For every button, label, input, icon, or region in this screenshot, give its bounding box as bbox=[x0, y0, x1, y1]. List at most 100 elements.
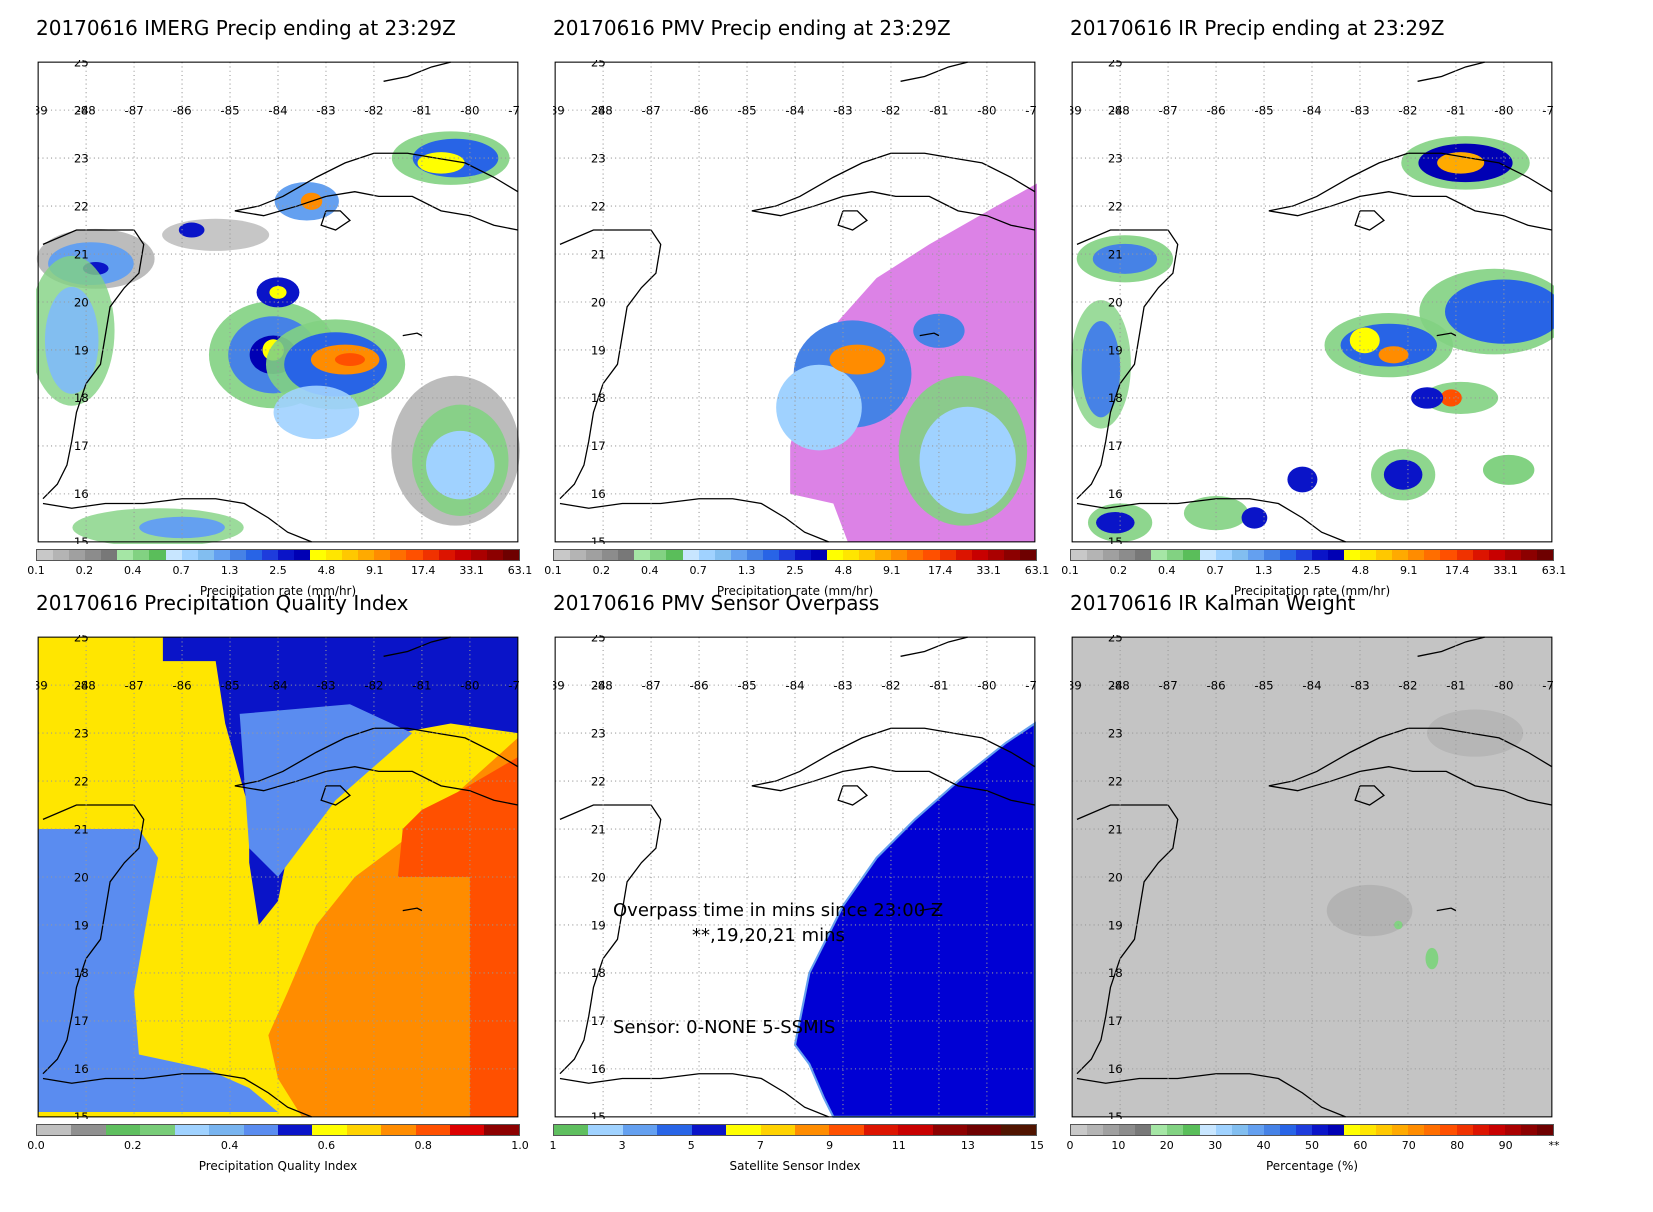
colorbar-swatch bbox=[1344, 1125, 1361, 1135]
colorbar-swatch bbox=[1003, 550, 1020, 560]
colorbar-tick-label: 33.1 bbox=[459, 564, 484, 577]
colorbar-tick-label: ** bbox=[1548, 1139, 1560, 1152]
graticule bbox=[1072, 62, 1552, 542]
lon-tick-label: -86 bbox=[1206, 103, 1225, 117]
colorbar-swatch bbox=[907, 550, 924, 560]
lon-tick-label: -85 bbox=[737, 103, 756, 117]
colorbar-swatch bbox=[454, 550, 471, 560]
lon-tick-label: -79 bbox=[1542, 103, 1554, 117]
colorbar bbox=[553, 1124, 1037, 1136]
colorbar-swatch bbox=[1019, 550, 1036, 560]
colorbar-tick-label: 2.5 bbox=[786, 564, 804, 577]
precip-cell bbox=[44, 286, 99, 394]
precip-cell bbox=[1482, 454, 1535, 485]
colorbar-swatch bbox=[714, 550, 731, 560]
lon-tick-label: -89 bbox=[1070, 678, 1082, 692]
colorbar-swatch bbox=[1001, 1125, 1036, 1135]
lat-tick-label: 24 bbox=[591, 678, 606, 692]
panel-title: 20170616 Precipitation Quality Index bbox=[36, 591, 409, 615]
colorbar-swatch bbox=[967, 1125, 1002, 1135]
colorbar-swatch bbox=[310, 550, 327, 560]
colorbar-swatch bbox=[726, 1125, 761, 1135]
colorbar-tick-label: 11 bbox=[891, 1139, 906, 1152]
colorbar-swatch bbox=[1392, 550, 1409, 560]
lon-tick-label: -84 bbox=[1302, 678, 1321, 692]
colorbar-swatch bbox=[1488, 1125, 1505, 1135]
lon-tick-label: -82 bbox=[881, 678, 900, 692]
colorbar-ticks: 0.1 0.2 0.4 0.7 1.3 2.5 4.8 9.1 17.4 33.1 63.1 bbox=[27, 564, 532, 580]
colorbar-swatch bbox=[1520, 550, 1537, 560]
colorbar-swatch bbox=[650, 550, 667, 560]
lat-tick-label: 19 bbox=[74, 918, 89, 932]
lon-tick-label: -88 bbox=[77, 103, 96, 117]
colorbar-swatch bbox=[923, 550, 940, 560]
colorbar bbox=[553, 549, 1037, 561]
colorbar-swatch bbox=[1231, 1125, 1248, 1135]
colorbar-tick-label: 0.7 bbox=[172, 564, 190, 577]
lat-tick-label: 15 bbox=[74, 535, 89, 544]
colorbar-swatch bbox=[502, 550, 519, 560]
precip-cell bbox=[139, 516, 225, 539]
colorbar-swatch bbox=[875, 550, 892, 560]
colorbar-swatch bbox=[53, 550, 70, 560]
colorbar-swatch bbox=[1247, 550, 1264, 560]
colorbar-swatch bbox=[691, 1125, 727, 1135]
colorbar-swatch bbox=[622, 1125, 658, 1135]
colorbar-swatch bbox=[390, 550, 407, 560]
colorbar-swatch bbox=[588, 1125, 623, 1135]
colorbar-swatch bbox=[898, 1125, 933, 1135]
colorbar-swatch bbox=[1295, 1125, 1312, 1135]
lat-tick-label: 22 bbox=[74, 774, 89, 788]
precip-cell bbox=[1183, 495, 1249, 531]
colorbar-tick-label: 10 bbox=[1111, 1139, 1126, 1152]
colorbar-swatch bbox=[470, 550, 487, 560]
lon-tick-label: -84 bbox=[268, 103, 287, 117]
colorbar-swatch bbox=[1215, 1125, 1232, 1135]
lon-tick-label: -81 bbox=[929, 678, 948, 692]
colorbar-swatch bbox=[1376, 550, 1393, 560]
lat-tick-label: 22 bbox=[74, 199, 89, 213]
lat-tick-label: 23 bbox=[591, 151, 606, 165]
precip-cell bbox=[426, 430, 495, 500]
colorbar-swatch bbox=[415, 1125, 451, 1135]
colorbar-tick-label: 0.2 bbox=[124, 1139, 142, 1152]
panel-title: 20170616 IR Kalman Weight bbox=[1070, 591, 1356, 615]
colorbar-swatch bbox=[682, 550, 699, 560]
lat-tick-label: 23 bbox=[74, 151, 89, 165]
colorbar-swatch bbox=[634, 550, 651, 560]
colorbar-swatch bbox=[602, 550, 619, 560]
colorbar-tick-label: 5 bbox=[687, 1139, 695, 1152]
colorbar-swatch bbox=[277, 1125, 313, 1135]
colorbar-swatch bbox=[1424, 550, 1441, 560]
lon-tick-label: -82 bbox=[364, 103, 383, 117]
pmv-field bbox=[776, 183, 1037, 542]
colorbar-tick-label: 63.1 bbox=[1541, 564, 1567, 577]
precip-cell bbox=[1092, 243, 1158, 274]
panel-imerg: 20170616 IMERG Precip ending at 23:29Z -8… bbox=[27, 0, 570, 598]
colorbar-swatch bbox=[829, 1125, 864, 1135]
lat-tick-label: 19 bbox=[591, 343, 606, 357]
colorbar-tick-label: 17.4 bbox=[410, 564, 436, 577]
lon-tick-label: -83 bbox=[1350, 678, 1369, 692]
colorbar-swatch bbox=[174, 1125, 210, 1135]
precip-cell bbox=[1096, 511, 1135, 534]
lon-tick-label: -86 bbox=[689, 103, 708, 117]
colorbar-tick-label: 4.8 bbox=[317, 564, 336, 577]
lon-tick-label: -85 bbox=[220, 103, 239, 117]
lat-tick-label: 21 bbox=[591, 247, 606, 261]
colorbar-swatch bbox=[859, 550, 876, 560]
precip-cell bbox=[1287, 466, 1318, 493]
precip-cell bbox=[1440, 389, 1462, 407]
lat-tick-label: 25 bbox=[74, 635, 89, 644]
lon-tick-label: -85 bbox=[1254, 678, 1273, 692]
colorbar-tick-label: 0.4 bbox=[124, 564, 142, 577]
colorbar-tick-label: 2.5 bbox=[1303, 564, 1321, 577]
lat-tick-label: 24 bbox=[74, 678, 89, 692]
colorbar-tick-label: 1.3 bbox=[220, 564, 239, 577]
colorbar-swatch bbox=[213, 550, 230, 560]
lat-tick-label: 21 bbox=[591, 822, 606, 836]
lon-tick-label: -87 bbox=[1158, 678, 1177, 692]
colorbar-tick-label: 0.4 bbox=[220, 1139, 239, 1152]
lon-tick-label: -89 bbox=[36, 678, 48, 692]
lon-tick-label: -81 bbox=[1446, 103, 1465, 117]
